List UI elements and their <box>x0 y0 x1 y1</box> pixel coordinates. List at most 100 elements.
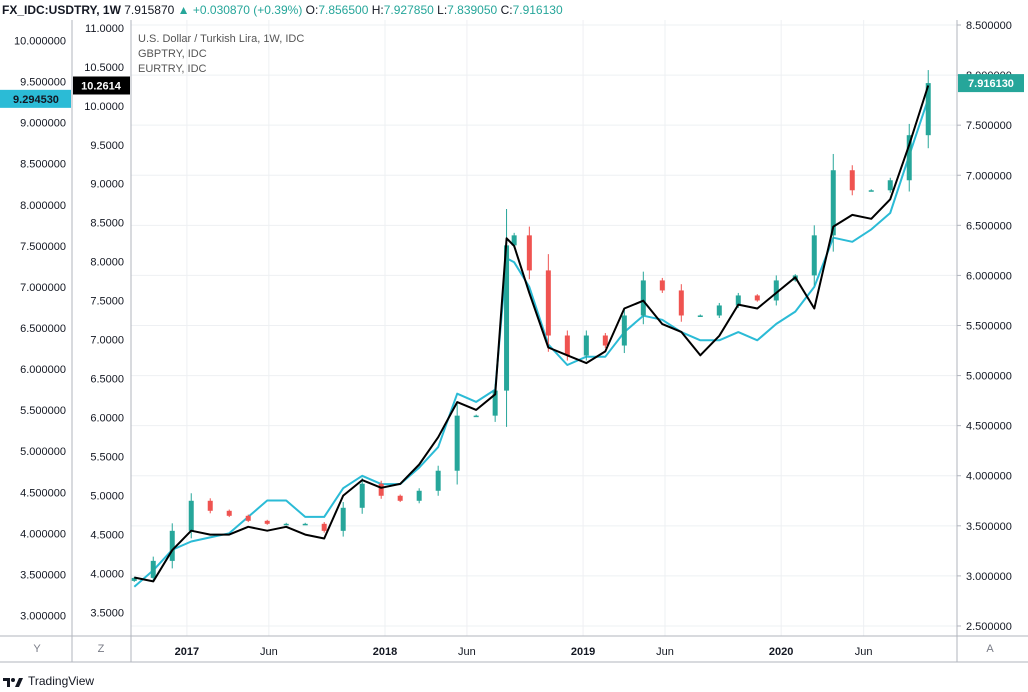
right-axis-tick-label: 3.500000 <box>966 521 1012 533</box>
x-tick-label: Jun <box>855 646 873 658</box>
last-price-label-right: 7.916130 <box>968 78 1014 90</box>
legend-item: U.S. Dollar / Turkish Lira, 1W, IDC <box>138 33 304 45</box>
low-label: L: <box>437 3 448 17</box>
candle-body <box>640 280 646 316</box>
close-label: C: <box>500 3 513 17</box>
candle-body <box>416 490 422 501</box>
z-axis-tick-label: 9.5000 <box>90 140 124 152</box>
z-axis-tick-label: 9.0000 <box>90 179 124 191</box>
z-axis-tick-label: 8.5000 <box>90 218 124 230</box>
chart-header: FX_IDC:USDTRY, 1W 7.915870 ▲ +0.030870 (… <box>0 0 1028 20</box>
right-axis-tick-label: 8.500000 <box>966 20 1012 32</box>
candle-body <box>454 415 460 471</box>
y-axis-tick-label: 5.500000 <box>20 405 66 417</box>
candle-body <box>207 500 213 511</box>
y-axis-tick-label: 9.500000 <box>20 77 66 89</box>
right-axis-tick-label: 6.000000 <box>966 270 1012 282</box>
y-axis-tick-label: 9.000000 <box>20 118 66 130</box>
candle-body <box>226 510 232 516</box>
z-axis-tick-label: 7.5000 <box>90 296 124 308</box>
high-label: H: <box>371 3 384 17</box>
last-price-label-z-bg <box>73 76 130 95</box>
right-axis-tick-label: 7.500000 <box>966 120 1012 132</box>
y-axis-tick-label: 3.000000 <box>20 610 66 622</box>
candle-body <box>131 577 137 581</box>
y-axis-tick-label: 4.500000 <box>20 487 66 499</box>
chart-background <box>0 20 1028 670</box>
candle-body <box>150 560 156 578</box>
candle-body <box>659 280 665 291</box>
z-axis-tick-label: 4.5000 <box>90 530 124 542</box>
x-tick-label: 2019 <box>571 646 595 658</box>
z-axis-tick-label: 8.0000 <box>90 257 124 269</box>
y-axis-tick-label: 7.000000 <box>20 282 66 294</box>
candle-body <box>359 483 365 508</box>
z-axis-tick-label: 4.0000 <box>90 569 124 581</box>
candle-body <box>340 507 346 531</box>
candle-body <box>188 500 194 531</box>
z-axis-tick-label: 5.5000 <box>90 452 124 464</box>
axis-letter-z: Z <box>98 643 105 655</box>
candle-body <box>492 390 498 416</box>
candle-body <box>564 335 570 356</box>
candle-body <box>697 315 703 317</box>
candle-body <box>397 495 403 501</box>
change-arrow-icon: ▲ <box>177 3 190 17</box>
candle-body <box>545 270 551 336</box>
candle-body <box>473 415 479 418</box>
low-value: 7.839050 <box>447 3 498 17</box>
z-axis-tick-label: 6.0000 <box>90 413 124 425</box>
y-axis-tick-label: 8.500000 <box>20 159 66 171</box>
open-label: O: <box>305 3 319 17</box>
x-tick-label: 2020 <box>769 646 793 658</box>
legend-item: GBPTRY, IDC <box>138 48 207 60</box>
last-price: 7.915870 <box>124 3 175 17</box>
right-axis-tick-label: 7.000000 <box>966 170 1012 182</box>
y-axis-tick-label: 6.500000 <box>20 323 66 335</box>
right-axis-tick-label: 6.500000 <box>966 220 1012 232</box>
candle-body <box>302 523 308 526</box>
z-axis-tick-label: 6.5000 <box>90 374 124 386</box>
price-change: +0.030870 (+0.39%) <box>192 3 303 17</box>
right-axis-tick-label: 2.500000 <box>966 621 1012 633</box>
candle-body <box>754 295 760 301</box>
candle-body <box>526 235 532 271</box>
symbol-title[interactable]: FX_IDC:USDTRY, 1W <box>2 3 121 17</box>
z-axis-tick-label: 7.0000 <box>90 335 124 347</box>
candle-body <box>378 483 384 496</box>
candle-body <box>511 235 517 246</box>
candle-body <box>906 135 912 181</box>
axis-letter-right: A <box>986 643 994 655</box>
x-tick-label: Jun <box>260 646 278 658</box>
eurtry-line <box>133 98 930 588</box>
candle-body <box>925 83 931 136</box>
z-axis-tick-label: 5.0000 <box>90 491 124 503</box>
price-chart[interactable]: 2017 Jun 2018 Jun 2019 Jun 2020 Jun 10.000000 9.5… <box>0 0 1028 670</box>
candle-body <box>245 515 251 521</box>
candle-body <box>811 235 817 276</box>
candle-body <box>735 295 741 306</box>
z-axis-tick-label: 10.5000 <box>84 62 124 74</box>
y-axis-tick-label: 10.000000 <box>14 36 66 48</box>
candle-body <box>849 170 855 191</box>
candle-body <box>321 523 327 531</box>
last-price-label-z: 10.2614 <box>81 80 122 92</box>
z-axis-tick-label: 3.5000 <box>90 608 124 620</box>
x-tick-label: 2018 <box>373 646 397 658</box>
axis-letter-y: Y <box>33 643 41 655</box>
candle-body <box>283 523 289 526</box>
candle-body <box>887 180 893 191</box>
brand-name[interactable]: TradingView <box>28 674 95 688</box>
open-value: 7.856500 <box>318 3 369 17</box>
candle-body <box>716 305 722 316</box>
tradingview-logo-icon[interactable] <box>2 675 24 689</box>
footer: TradingView <box>0 670 400 692</box>
candle-body <box>169 530 175 561</box>
last-price-label-right-bg <box>958 74 1024 93</box>
legend-item: EURTRY, IDC <box>138 63 207 75</box>
candle-body <box>264 520 270 524</box>
candle-body <box>602 335 608 346</box>
z-axis-tick-label: 11.0000 <box>85 23 124 35</box>
y-axis-tick-label: 8.000000 <box>20 200 66 212</box>
x-tick-label: 2017 <box>175 646 199 658</box>
